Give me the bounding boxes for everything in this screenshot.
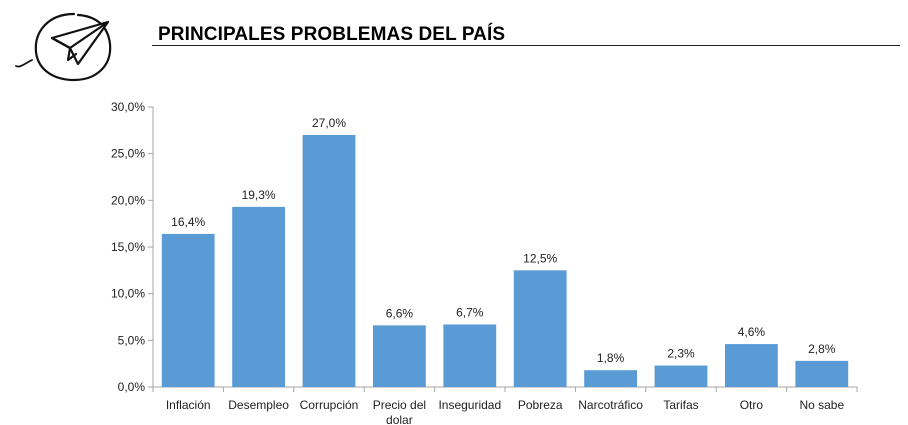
x-tick-label: Pobreza <box>518 398 563 412</box>
bar <box>584 370 637 387</box>
bar <box>161 233 215 387</box>
bar <box>302 135 356 387</box>
page-title: PRINCIPALES PROBLEMAS DEL PAÍS <box>158 24 506 45</box>
bar <box>725 344 778 387</box>
data-label: 2,8% <box>808 342 836 356</box>
bar <box>513 270 567 387</box>
paper-plane-icon <box>15 12 112 82</box>
x-tick-label: Tarifas <box>663 398 698 412</box>
y-tick-label: 5,0% <box>118 333 146 347</box>
x-tick-label: Precio del dolar <box>373 398 426 425</box>
x-tick-label: Inseguridad <box>438 398 501 412</box>
data-label: 19,3% <box>242 188 276 202</box>
x-tick-label: Desempleo <box>228 398 289 412</box>
data-label: 6,6% <box>386 306 414 320</box>
x-tick-label: Otro <box>740 398 764 412</box>
bar <box>443 324 497 387</box>
bar <box>795 360 849 387</box>
data-label: 2,3% <box>667 347 695 361</box>
y-tick-label: 20,0% <box>111 193 145 207</box>
y-tick-label: 15,0% <box>111 240 145 254</box>
x-tick-label: No sabe <box>799 398 844 412</box>
data-label: 4,6% <box>738 325 766 339</box>
y-tick-label: 25,0% <box>111 147 145 161</box>
data-label: 6,7% <box>456 305 484 319</box>
logo-icon <box>15 12 112 82</box>
x-tick-label: Narcotráfico <box>578 398 643 412</box>
bar <box>654 365 708 387</box>
data-label: 16,4% <box>171 215 205 229</box>
bar <box>373 325 426 387</box>
y-tick-label: 30,0% <box>111 100 145 114</box>
x-tick-label: Inflación <box>166 398 211 412</box>
data-label: 27,0% <box>312 116 346 130</box>
y-tick-label: 0,0% <box>118 380 146 394</box>
title-divider <box>152 45 900 46</box>
bar <box>232 206 285 387</box>
y-tick-label: 10,0% <box>111 287 145 301</box>
data-label: 1,8% <box>597 351 625 365</box>
x-tick-label: Corrupción <box>300 398 359 412</box>
data-label: 12,5% <box>523 251 557 265</box>
